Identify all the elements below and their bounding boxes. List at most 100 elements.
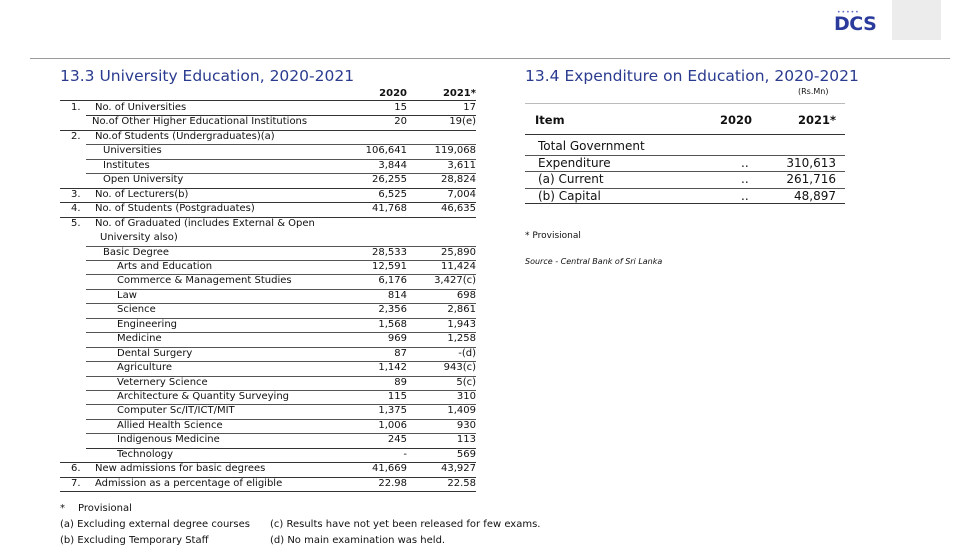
- right-col-item-header: Item: [535, 113, 565, 127]
- row-number: 5.: [71, 217, 81, 229]
- expenditure-row-divider: [525, 154, 845, 156]
- row-number: 1.: [71, 102, 81, 113]
- row-divider-thin: [86, 404, 476, 406]
- value-2020: 1,375: [378, 405, 407, 417]
- row-label: No.of Students (Undergraduates)(a): [95, 130, 275, 142]
- value-2021: 1,943: [447, 318, 476, 330]
- value-2021: 43,927: [441, 463, 476, 475]
- row-divider-thin: [86, 173, 476, 175]
- row-label: No. of Lecturers(b): [95, 188, 189, 200]
- expenditure-row-label: (b) Capital: [538, 188, 601, 203]
- value-2021: 698: [456, 289, 476, 301]
- footnote-star: *: [60, 503, 65, 514]
- value-2020: 1,006: [378, 419, 407, 431]
- footnote-a: (a) Excluding external degree courses: [60, 519, 250, 530]
- row-divider-thin: [86, 332, 476, 334]
- value-2021: -(d): [458, 347, 476, 359]
- row-divider-thin: [86, 144, 476, 146]
- row-label: No. of Graduated (includes External & Op…: [95, 217, 315, 229]
- value-2020: 20: [394, 116, 407, 128]
- row-divider-thin: [86, 390, 476, 391]
- logo-text: DCS: [834, 13, 877, 35]
- value-2020: 814: [387, 289, 407, 301]
- value-2021: 11,424: [441, 260, 476, 272]
- value-2020: 106,641: [365, 145, 407, 157]
- row-divider-thin: [86, 288, 476, 290]
- row-number: 6.: [71, 463, 81, 475]
- row-divider-thin: [86, 361, 476, 363]
- row-divider-thin: [86, 245, 476, 247]
- left-col-2020-header: 2020: [379, 88, 407, 99]
- row-label: No.of Other Higher Educational Instituti…: [92, 116, 308, 128]
- left-header-rule: [60, 100, 476, 101]
- row-divider: [60, 129, 476, 131]
- right-provisional-note: * Provisional: [525, 231, 581, 241]
- value-2021: 22.58: [447, 477, 476, 489]
- value-2021: 943(c): [443, 362, 476, 374]
- footnote-c: (c) Results have not yet been released f…: [270, 519, 541, 530]
- value-2020: 41,768: [372, 203, 407, 215]
- expenditure-row-label: Expenditure: [538, 155, 611, 170]
- row-label: No. of Universities: [95, 102, 187, 113]
- expenditure-value-2020: ..: [741, 188, 749, 203]
- value-2021: 310: [456, 391, 476, 402]
- row-divider: [60, 476, 476, 478]
- value-2020: 3,844: [378, 159, 407, 171]
- right-bottom-rule: [525, 203, 845, 204]
- value-2020: 26,255: [372, 174, 407, 186]
- row-number: 2.: [71, 130, 81, 142]
- right-top-rule: [525, 103, 845, 104]
- row-divider-thin: [86, 317, 476, 319]
- expenditure-value-2021: 261,716: [786, 172, 836, 186]
- row-label: No. of Students (Postgraduates): [95, 203, 255, 215]
- value-2021: 46,635: [441, 203, 476, 215]
- row-divider: [86, 115, 476, 117]
- row-number: 4.: [71, 203, 81, 215]
- value-2020: 2,356: [378, 304, 407, 316]
- expenditure-row-label: Total Government: [538, 139, 645, 153]
- row-label: Universities: [103, 145, 162, 157]
- value-2021: 2,861: [447, 304, 476, 316]
- value-2020: 87: [394, 347, 407, 359]
- row-divider: [60, 491, 476, 493]
- value-2021: 1,258: [447, 333, 476, 345]
- value-2020: 41,669: [372, 463, 407, 475]
- value-2020: 15: [394, 102, 407, 113]
- row-divider: [60, 202, 476, 204]
- row-label: Agriculture: [117, 362, 172, 374]
- value-2020: 12,591: [372, 260, 407, 272]
- corner-box: [892, 0, 941, 40]
- row-label: Basic Degree: [103, 246, 170, 258]
- value-2021: 569: [456, 448, 476, 460]
- value-2021: 3,427(c): [434, 275, 476, 287]
- row-label: Technology: [117, 448, 174, 460]
- value-2020: 245: [387, 434, 407, 446]
- expenditure-value-2020: ..: [741, 172, 749, 186]
- value-2020: 969: [387, 333, 407, 345]
- dcs-logo: ••••• DCS: [834, 9, 878, 37]
- source-note: Source - Central Bank of Sri Lanka: [525, 257, 663, 266]
- value-2021: 5(c): [456, 376, 476, 388]
- row-divider-thin: [86, 274, 476, 276]
- row-divider: [60, 187, 476, 189]
- expenditure-row-label: (a) Current: [538, 172, 604, 186]
- value-2020: 6,525: [378, 188, 407, 200]
- value-2020: 28,533: [372, 246, 407, 258]
- row-number: 7.: [71, 477, 81, 489]
- row-divider: [60, 462, 476, 464]
- value-2020: -: [403, 448, 407, 460]
- row-divider-thin: [86, 158, 476, 160]
- expenditure-value-2021: 48,897: [794, 188, 836, 203]
- row-divider-thin: [86, 303, 476, 305]
- footnote-d: (d) No main examination was held.: [270, 535, 446, 546]
- value-2020: 115: [387, 391, 407, 402]
- row-divider-thin: [86, 433, 476, 435]
- row-label: Dental Surgery: [117, 347, 193, 359]
- expenditure-title: 13.4 Expenditure on Education, 2020-2021: [525, 67, 859, 85]
- row-divider-thin: [86, 346, 476, 348]
- row-label: Engineering: [117, 318, 177, 330]
- value-2020: 6,176: [378, 275, 407, 287]
- value-2021: 7,004: [447, 188, 476, 200]
- row-label: Allied Health Science: [117, 419, 223, 431]
- university-education-title: 13.3 University Education, 2020-2021: [60, 67, 355, 85]
